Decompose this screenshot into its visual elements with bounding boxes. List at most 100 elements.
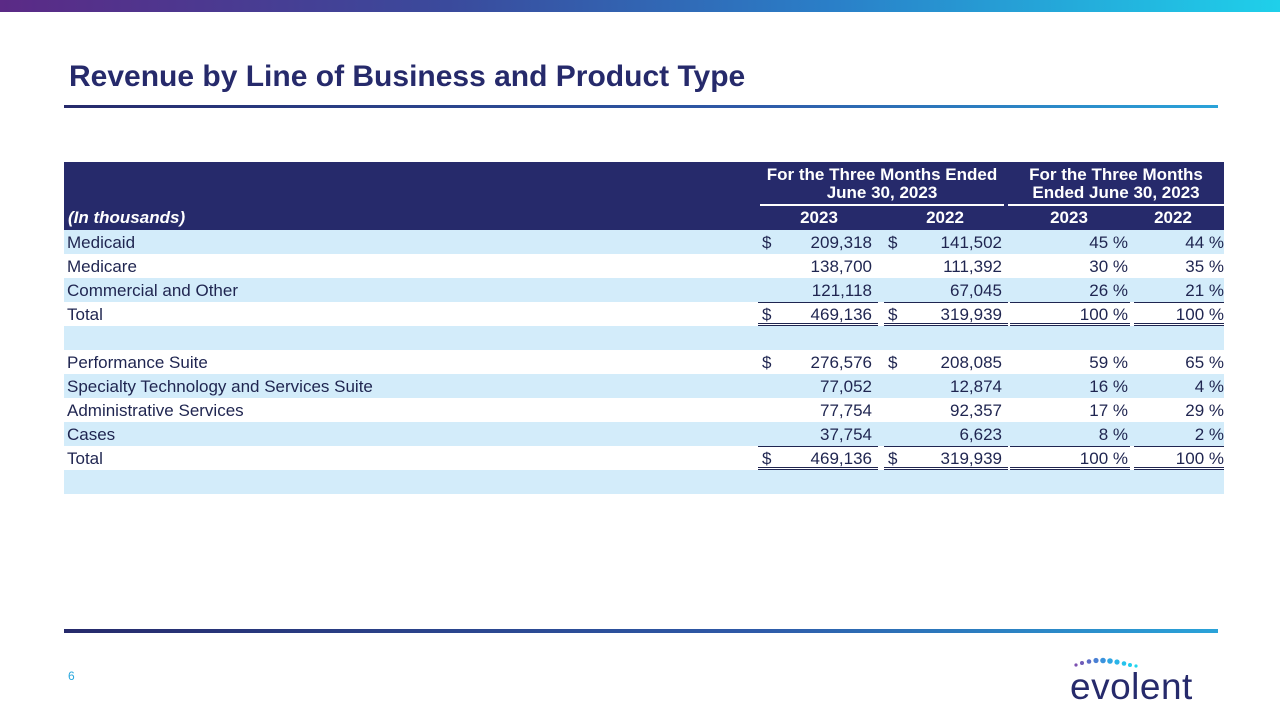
total-rule	[758, 469, 878, 470]
total-rule	[758, 467, 878, 468]
row-label: Medicare	[67, 257, 137, 276]
year-header: 2023	[800, 208, 838, 227]
total-rule	[884, 302, 1008, 303]
value-2022: 92,357	[950, 401, 1002, 420]
total-rule	[884, 325, 1008, 326]
group-header-1-rule	[760, 204, 1004, 206]
percent-2023: 26 %	[1089, 281, 1128, 300]
percent-2022: 100 %	[1175, 449, 1224, 468]
year-header: 2022	[926, 208, 964, 227]
percent-2023: 100 %	[1079, 449, 1128, 468]
percent-2023: 30 %	[1089, 257, 1128, 276]
currency-symbol: $	[762, 449, 772, 468]
table-row: Commercial and Other 121,118 67,045 26 % 21 …	[64, 278, 1224, 302]
row-label: Medicaid	[67, 233, 136, 252]
row-label: Total	[67, 305, 103, 324]
spacer-row	[64, 326, 1224, 350]
currency-symbol: $	[762, 353, 772, 372]
total-rule	[1134, 325, 1224, 326]
page-number: 6	[68, 669, 75, 683]
currency-symbol: $	[888, 305, 898, 324]
percent-2022: 44 %	[1185, 233, 1224, 252]
total-rule	[1010, 469, 1130, 470]
value-2023: 77,754	[820, 401, 872, 420]
percent-2022: 35 %	[1185, 257, 1224, 276]
table-row: Specialty Technology and Services Suite 7…	[64, 374, 1224, 398]
value-2022: 141,502	[940, 233, 1002, 252]
percent-2022: 4 %	[1194, 377, 1224, 396]
total-rule	[758, 323, 878, 324]
spacer-row	[64, 470, 1224, 494]
percent-2023: 17 %	[1089, 401, 1128, 420]
value-2023: 276,576	[810, 353, 872, 372]
bottom-divider	[64, 629, 1218, 633]
percent-2023: 100 %	[1079, 305, 1128, 324]
value-2022: 319,939	[940, 305, 1002, 324]
percent-2022: 2 %	[1194, 425, 1224, 444]
percent-2022: 29 %	[1185, 401, 1224, 420]
row-label: Cases	[67, 425, 116, 444]
total-rule	[884, 469, 1008, 470]
group-header-2: For the Three Months Ended June 30, 2023	[1029, 165, 1203, 202]
value-2022: 208,085	[940, 353, 1002, 372]
value-2022: 12,874	[950, 377, 1002, 396]
row-label: Performance Suite	[67, 353, 208, 372]
currency-symbol: $	[888, 449, 898, 468]
value-2023: 77,052	[820, 377, 872, 396]
percent-2022: 65 %	[1185, 353, 1224, 372]
logo-dots-icon	[1074, 657, 1138, 668]
value-2022: 319,939	[940, 449, 1002, 468]
value-2022: 6,623	[959, 425, 1002, 444]
total-rule	[758, 446, 878, 447]
percent-2022: 21 %	[1185, 281, 1224, 300]
value-2022: 111,392	[943, 257, 1002, 276]
group-header-2-rule	[1008, 204, 1224, 206]
total-rule	[884, 446, 1008, 447]
table-row: Medicaid 209,318 141,502 45 % 44 % $ $	[64, 230, 1224, 254]
total-row: Total 469,136 319,939 100 % 100 % $ $	[64, 446, 1224, 470]
total-rule	[1134, 467, 1224, 468]
group-header-1: For the Three Months Ended June 30, 2023	[766, 165, 998, 202]
evolent-logo: evolent	[1070, 656, 1220, 707]
total-rule	[1010, 467, 1130, 468]
value-2022: 67,045	[950, 281, 1002, 300]
value-2023: 209,318	[810, 233, 872, 252]
row-label: Total	[67, 449, 103, 468]
total-row: Total 469,136 319,939 100 % 100 % $ $	[64, 302, 1224, 326]
page-title: Revenue by Line of Business and Product …	[69, 60, 746, 93]
year-header: 2022	[1154, 208, 1192, 227]
total-rule	[884, 323, 1008, 324]
total-rule	[1134, 469, 1224, 470]
currency-symbol: $	[762, 233, 772, 252]
table-header: For the Three Months Ended June 30, 2023…	[64, 162, 1224, 230]
revenue-table: For the Three Months Ended June 30, 2023…	[64, 162, 1224, 494]
total-rule	[1010, 446, 1130, 447]
percent-2023: 16 %	[1089, 377, 1128, 396]
row-label: Commercial and Other	[67, 281, 239, 300]
table-row: Cases 37,754 6,623 8 % 2 %	[64, 422, 1224, 446]
value-2023: 37,754	[820, 425, 872, 444]
total-rule	[758, 325, 878, 326]
value-2023: 469,136	[810, 305, 872, 324]
total-rule	[1134, 323, 1224, 324]
table-body: Medicaid 209,318 141,502 45 % 44 % $ $ Medicare…	[64, 230, 1224, 494]
value-2023: 469,136	[810, 449, 872, 468]
total-rule	[1134, 302, 1224, 303]
title-divider	[64, 105, 1218, 108]
logo-wordmark: evolent	[1070, 666, 1193, 707]
total-rule	[1134, 446, 1224, 447]
value-2023: 138,700	[810, 257, 872, 276]
total-rule	[758, 302, 878, 303]
currency-symbol: $	[888, 353, 898, 372]
total-rule	[1010, 325, 1130, 326]
row-label: Specialty Technology and Services Suite	[67, 377, 373, 396]
top-gradient-bar	[0, 0, 1280, 12]
table-row: Performance Suite 276,576 208,085 59 % 65 % $…	[64, 350, 1224, 374]
currency-symbol: $	[888, 233, 898, 252]
total-rule	[884, 467, 1008, 468]
unit-label: (In thousands)	[68, 208, 186, 227]
percent-2023: 8 %	[1098, 425, 1128, 444]
year-header: 2023	[1050, 208, 1088, 227]
percent-2022: 100 %	[1175, 305, 1224, 324]
table-row: Administrative Services 77,754 92,357 17 % 2…	[64, 398, 1224, 422]
